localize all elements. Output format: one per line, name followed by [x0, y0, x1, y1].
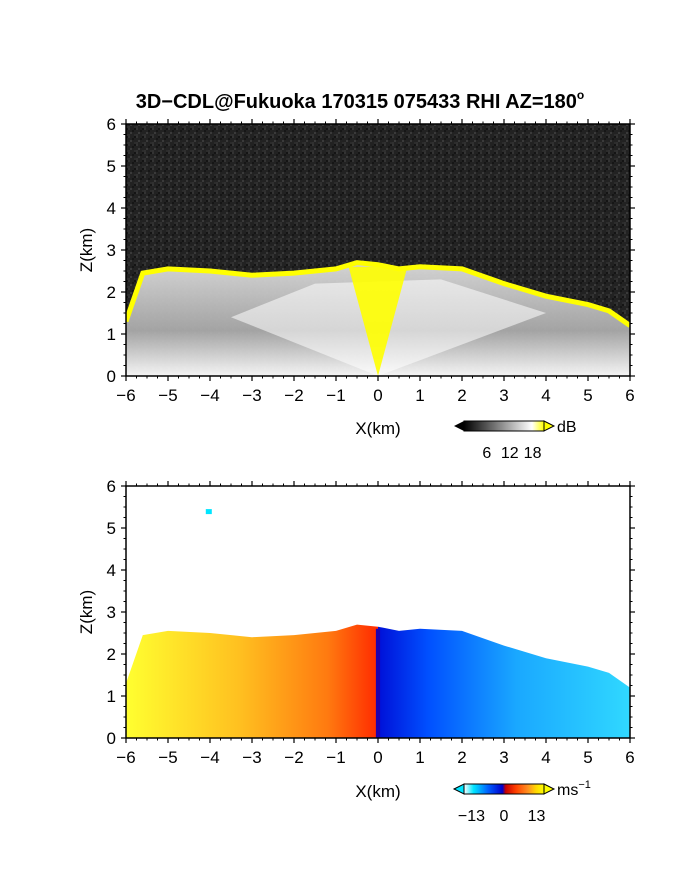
panel1-y-axis-label: Z(km) [77, 228, 96, 272]
panel2-y-ticks: 0 1 2 3 4 5 6 [107, 477, 635, 748]
colorbar1-unit: dB [557, 419, 577, 436]
velocity-isolated-echo [205, 509, 212, 515]
x-tick-label: −4 [200, 748, 219, 767]
y-tick-label: 4 [107, 561, 116, 580]
x-tick-label: −2 [284, 748, 303, 767]
x-tick-label: −1 [326, 748, 345, 767]
x-tick-label: 4 [541, 386, 550, 405]
panel2-colorbar: ms−1 −13 0 13 [452, 779, 591, 825]
x-tick-label: −4 [200, 386, 219, 405]
y-tick-label: 3 [107, 603, 116, 622]
y-tick-label: 6 [107, 115, 116, 134]
backscatter-strong-echo-outline [126, 260, 630, 328]
colorbar2-high-arrow [543, 783, 556, 795]
panel2-x-ticks: −6 −5 −4 −3 −2 −1 0 1 2 3 4 5 6 [116, 481, 635, 767]
colorbar-tick-label: 18 [524, 445, 542, 462]
x-tick-label: −1 [326, 386, 345, 405]
y-tick-label: 1 [107, 325, 116, 344]
velocity-receding-region [378, 626, 630, 738]
x-tick-label: −5 [158, 748, 177, 767]
x-tick-label: 3 [499, 386, 508, 405]
chart-title: 3D−CDL@Fukuoka 170315 075433 RHI AZ=180o [136, 88, 585, 113]
colorbar-tick-label: 13 [528, 808, 546, 825]
colorbar1-low-arrow [454, 421, 464, 431]
velocity-center-shear-line [375, 628, 381, 738]
chart-title-superscript: o [577, 88, 584, 102]
y-tick-label: 3 [107, 241, 116, 260]
panel1-x-ticks: −6 −5 −4 −3 −2 −1 0 1 2 3 4 5 6 [116, 119, 635, 405]
x-tick-label: −3 [242, 748, 261, 767]
y-tick-label: 1 [107, 687, 116, 706]
colorbar-tick-label: −13 [458, 808, 485, 825]
y-tick-label: 5 [107, 519, 116, 538]
colorbar2-ticks: −13 0 13 [458, 808, 546, 825]
x-tick-label: −6 [116, 748, 135, 767]
velocity-approaching-region [126, 624, 378, 738]
x-tick-label: 5 [583, 748, 592, 767]
colorbar1-bar [463, 420, 545, 432]
y-tick-label: 0 [107, 367, 116, 386]
colorbar-tick-label: 12 [501, 445, 519, 462]
x-tick-label: −5 [158, 386, 177, 405]
panel1-x-axis-label: X(km) [355, 419, 400, 438]
x-tick-label: 5 [583, 386, 592, 405]
x-tick-label: 0 [373, 748, 382, 767]
x-tick-label: 6 [625, 386, 634, 405]
colorbar2-low-arrow [452, 783, 465, 795]
x-tick-label: 6 [625, 748, 634, 767]
x-tick-label: 2 [457, 748, 466, 767]
y-tick-label: 2 [107, 283, 116, 302]
x-tick-label: 3 [499, 748, 508, 767]
x-tick-label: 0 [373, 386, 382, 405]
panel1-colorbar: dB 6 12 18 [454, 419, 577, 462]
backscatter-strong-echo-core [348, 266, 408, 376]
y-tick-label: 6 [107, 477, 116, 496]
y-tick-label: 4 [107, 199, 116, 218]
x-tick-label: −6 [116, 386, 135, 405]
colorbar-tick-label: 6 [482, 445, 491, 462]
colorbar-tick-label: 0 [500, 808, 509, 825]
y-tick-label: 2 [107, 645, 116, 664]
x-tick-label: −2 [284, 386, 303, 405]
panel1-y-ticks: 0 1 2 3 4 5 6 [107, 115, 635, 386]
x-tick-label: 4 [541, 748, 550, 767]
y-tick-label: 5 [107, 157, 116, 176]
x-tick-label: 2 [457, 386, 466, 405]
panel2-x-axis-label: X(km) [355, 782, 400, 801]
colorbar2-bar [463, 783, 545, 795]
x-tick-label: 1 [415, 386, 424, 405]
colorbar2-unit: ms−1 [557, 779, 591, 799]
panel2-y-axis-label: Z(km) [77, 590, 96, 634]
x-tick-label: 1 [415, 748, 424, 767]
colorbar1-ticks: 6 12 18 [482, 445, 541, 462]
colorbar1-high-arrow [543, 420, 556, 432]
y-tick-label: 0 [107, 729, 116, 748]
x-tick-label: −3 [242, 386, 261, 405]
